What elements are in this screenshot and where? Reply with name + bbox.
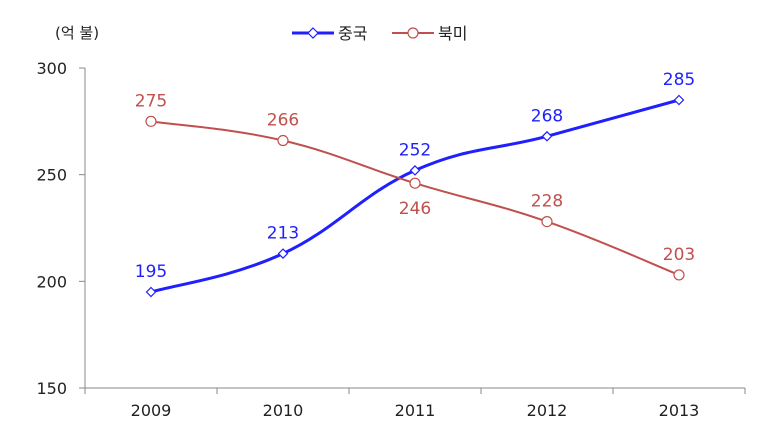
legend-item-china: 중국: [292, 24, 367, 43]
y-tick-label: 200: [36, 272, 67, 291]
data-label-north-america: 203: [663, 245, 695, 265]
y-tick-label: 250: [36, 166, 67, 185]
x-tick-label: 2009: [131, 401, 172, 420]
data-point-china: [673, 94, 685, 106]
data-label-china: 268: [531, 106, 563, 126]
series-layer: 195 213 252 268 285 275 266 246 228 203: [135, 70, 695, 298]
series-china: 195 213 252 268 285: [135, 70, 695, 298]
y-tick-label: 300: [36, 59, 67, 78]
axes: 150 200 250 300 2009 2010 2011 2012 2013: [36, 59, 746, 420]
x-tick-label: 2012: [527, 401, 568, 420]
data-label-china: 213: [267, 224, 299, 244]
y-tick-label: 150: [36, 379, 67, 398]
data-label-north-america: 246: [399, 199, 431, 219]
data-label-china: 285: [663, 70, 695, 90]
legend-label-china: 중국: [338, 24, 367, 43]
data-point-china: [409, 165, 421, 176]
x-tick-label: 2010: [263, 401, 304, 420]
legend-marker-north-america: [407, 27, 419, 39]
data-point-north-america: [673, 269, 685, 281]
series-north-america: 275 266 246 228 203: [135, 91, 695, 281]
data-label-north-america: 275: [135, 91, 167, 111]
legend-label-north-america: 북미: [438, 24, 467, 43]
data-point-north-america: [541, 216, 553, 228]
data-point-china: [277, 248, 289, 259]
data-point-north-america: [409, 177, 421, 189]
legend: 중국 북미: [292, 24, 467, 43]
data-point-china: [541, 130, 553, 142]
y-axis-unit-label: (억 불): [55, 24, 99, 42]
legend-marker-china: [307, 27, 319, 39]
data-label-china: 252: [399, 140, 431, 160]
data-label-china: 195: [135, 262, 167, 282]
legend-item-north-america: 북미: [392, 24, 467, 43]
x-tick-label: 2011: [395, 401, 436, 420]
x-tick-label: 2013: [659, 401, 700, 420]
data-point-north-america: [277, 134, 289, 147]
series-line-china: [150, 98, 680, 294]
data-label-north-america: 228: [531, 192, 563, 212]
data-point-north-america: [145, 115, 157, 127]
data-label-north-america: 266: [267, 111, 299, 131]
data-point-china: [145, 286, 157, 298]
